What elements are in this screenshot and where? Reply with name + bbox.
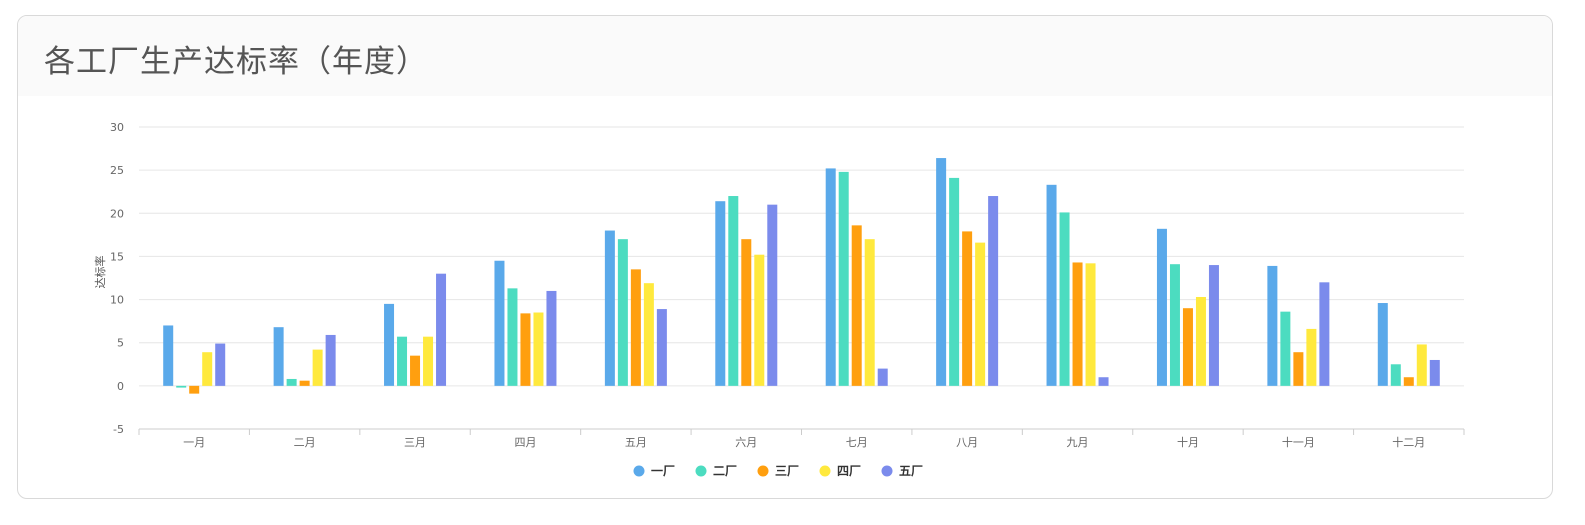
legend-marker-四厂 [819, 465, 831, 477]
x-tick-label: 十一月 [1282, 435, 1315, 449]
bar-二厂-十二月 [1390, 364, 1401, 386]
bar-一厂-八月 [936, 158, 947, 386]
legend-label-四厂: 四厂 [837, 464, 861, 478]
bar-三厂-十一月 [1293, 352, 1304, 386]
bar-四厂-十一月 [1306, 328, 1317, 386]
bar-五厂-八月 [988, 196, 999, 386]
legend-label-五厂: 五厂 [899, 464, 923, 478]
bar-三厂-二月 [299, 380, 310, 386]
bar-五厂-五月 [656, 309, 667, 386]
bar-三厂-八月 [962, 231, 973, 386]
y-tick-label: -5 [113, 423, 124, 436]
y-tick-label: 5 [117, 337, 124, 350]
bar-三厂-三月 [410, 355, 421, 386]
bar-二厂-六月 [728, 196, 739, 386]
bar-一厂-九月 [1046, 184, 1057, 386]
bar-三厂-四月 [520, 313, 531, 386]
bar-一厂-二月 [273, 327, 284, 386]
bar-五厂-十月 [1208, 265, 1219, 386]
bar-二厂-二月 [286, 378, 297, 386]
bar-五厂-九月 [1098, 377, 1109, 386]
x-tick-label: 六月 [735, 436, 757, 449]
bar-五厂-十二月 [1429, 359, 1440, 386]
bar-五厂-七月 [877, 368, 888, 386]
x-tick-label: 五月 [625, 436, 647, 449]
x-tick-label: 二月 [294, 436, 316, 449]
bar-三厂-十月 [1182, 308, 1193, 386]
bar-二厂-四月 [507, 288, 518, 386]
bar-四厂-十二月 [1416, 344, 1427, 386]
bar-五厂-四月 [546, 290, 557, 386]
bar-二厂-十月 [1169, 264, 1180, 386]
bar-五厂-十一月 [1319, 282, 1330, 386]
bar-一厂-六月 [715, 201, 726, 386]
bar-三厂-七月 [851, 225, 862, 386]
y-tick-label: 0 [117, 380, 124, 393]
x-tick-label: 七月 [846, 436, 868, 449]
bar-一厂-七月 [825, 168, 836, 386]
y-tick-label: 15 [110, 250, 124, 263]
bar-三厂-九月 [1072, 262, 1083, 386]
bar-二厂-八月 [949, 177, 960, 386]
bar-四厂-九月 [1085, 263, 1096, 386]
chart-card: 各工厂生产达标率（年度） [17, 15, 1553, 499]
x-tick-label: 十月 [1177, 435, 1199, 449]
bar-四厂-一月 [202, 352, 213, 386]
x-tick-label: 三月 [404, 436, 426, 449]
bar-二厂-三月 [397, 336, 408, 386]
card-title: 各工厂生产达标率（年度） [44, 44, 428, 80]
bar-四厂-七月 [864, 239, 875, 386]
x-tick-label: 八月 [956, 436, 978, 449]
legend-marker-三厂 [757, 465, 769, 477]
bar-一厂-一月 [163, 325, 174, 386]
bar-五厂-三月 [436, 273, 447, 386]
bar-一厂-五月 [604, 230, 615, 386]
bar-四厂-六月 [754, 254, 765, 386]
bar-五厂-二月 [325, 334, 336, 386]
bar-二厂-五月 [617, 239, 628, 386]
y-tick-label: 30 [110, 121, 124, 134]
y-tick-label: 10 [110, 294, 124, 307]
bar-二厂-十一月 [1280, 311, 1291, 386]
bar-二厂-一月 [176, 385, 187, 388]
bar-一厂-三月 [384, 303, 395, 386]
legend-marker-五厂 [881, 465, 893, 477]
y-axis-label: 达标率 [93, 256, 107, 289]
legend-label-一厂: 一厂 [651, 464, 675, 478]
legend-marker-一厂 [633, 465, 645, 477]
bar-三厂-十二月 [1403, 377, 1414, 386]
bar-二厂-七月 [838, 171, 849, 386]
bar-三厂-一月 [189, 385, 200, 394]
x-tick-label: 九月 [1067, 436, 1089, 449]
x-tick-label: 四月 [514, 436, 536, 449]
bar-三厂-五月 [630, 269, 641, 386]
bar-一厂-十一月 [1267, 265, 1278, 386]
bar-四厂-三月 [423, 336, 434, 386]
bar-一厂-十二月 [1377, 303, 1388, 386]
bar-一厂-四月 [494, 260, 505, 386]
legend-marker-二厂 [695, 465, 707, 477]
bar-一厂-十月 [1156, 228, 1167, 386]
bar-四厂-五月 [643, 283, 654, 386]
bar-四厂-二月 [312, 349, 323, 386]
legend-label-三厂: 三厂 [775, 464, 799, 478]
bar-四厂-八月 [975, 242, 986, 386]
bar-四厂-四月 [533, 312, 544, 386]
bar-三厂-六月 [741, 239, 752, 386]
x-tick-label: 十二月 [1392, 435, 1425, 449]
bar-五厂-一月 [215, 343, 226, 386]
bar-四厂-十月 [1195, 296, 1206, 386]
legend-label-二厂: 二厂 [713, 464, 737, 478]
y-tick-label: 25 [110, 164, 124, 177]
bar-二厂-九月 [1059, 212, 1070, 386]
card-header: 各工厂生产达标率（年度） [18, 16, 1552, 96]
x-tick-label: 一月 [183, 436, 205, 449]
y-tick-label: 20 [110, 207, 124, 220]
bar-五厂-六月 [767, 204, 778, 386]
